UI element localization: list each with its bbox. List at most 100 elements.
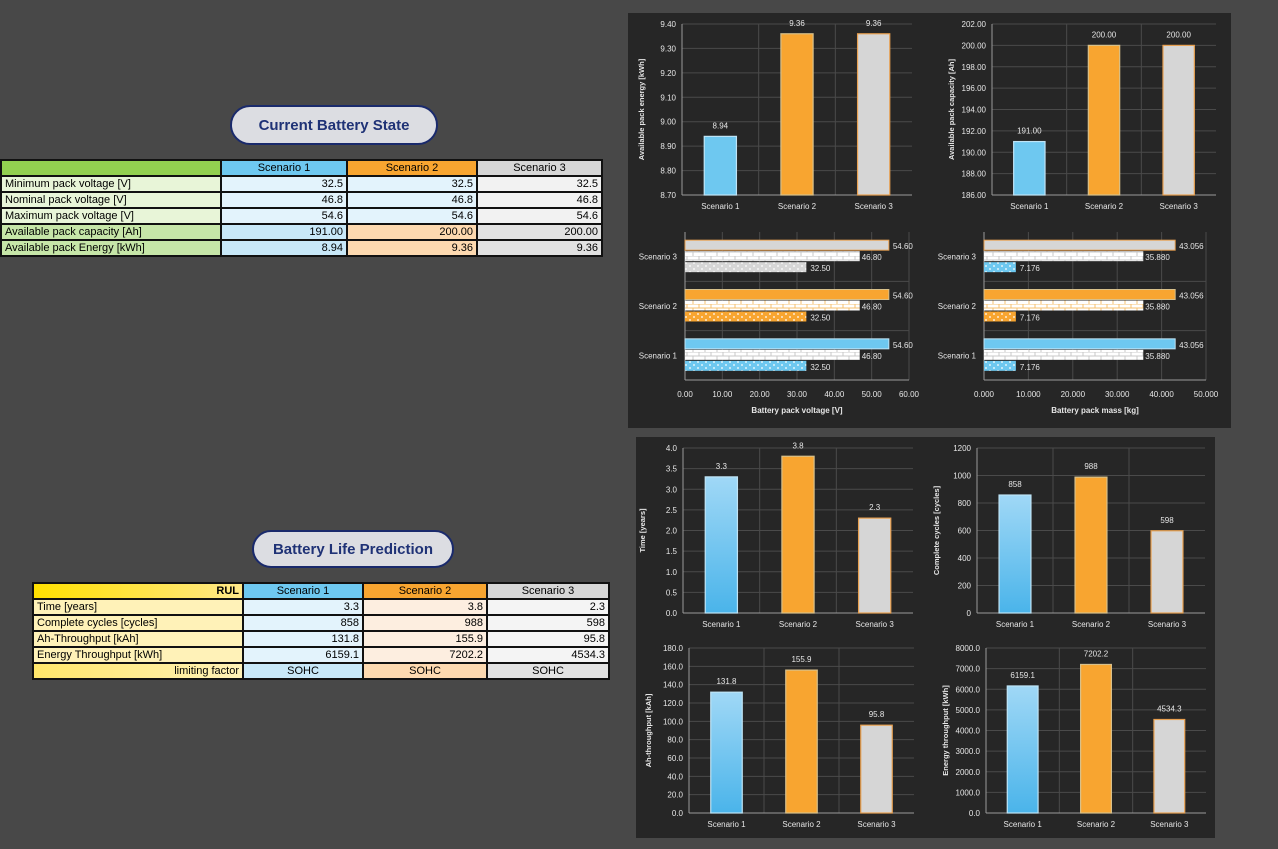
y-tick-label: 202.00 bbox=[962, 20, 987, 29]
x-tick-label: 60.00 bbox=[899, 390, 920, 399]
y-tick-label: Scenario 1 bbox=[639, 351, 678, 360]
data-label: 4534.3 bbox=[1157, 704, 1182, 713]
bar-mass-other-3 bbox=[984, 262, 1016, 273]
bar-voltage-maximum-2 bbox=[684, 289, 890, 300]
cell: 7202.2 bbox=[362, 646, 488, 664]
y-tick-label: 8000.0 bbox=[956, 644, 981, 653]
y-tick-label: 188.00 bbox=[962, 170, 987, 179]
data-label: 35.880 bbox=[1145, 303, 1170, 312]
data-label: 155.9 bbox=[791, 655, 812, 664]
y-tick-label: 1200 bbox=[953, 444, 971, 453]
y-tick-label: 192.00 bbox=[962, 127, 987, 136]
bar-mass-cells-3 bbox=[984, 251, 1144, 262]
current-state-title-text: Current Battery State bbox=[258, 116, 410, 134]
y-tick-label: 194.00 bbox=[962, 106, 987, 115]
y-tick-label: 3.5 bbox=[666, 465, 678, 474]
table-row: Energy Throughput [kWh] 6159.1 7202.2 45… bbox=[32, 646, 610, 664]
x-tick-label: Scenario 1 bbox=[702, 620, 741, 629]
x-tick-label: 20.000 bbox=[1061, 390, 1086, 399]
y-tick-label: 120.0 bbox=[663, 699, 684, 708]
cell: 155.9 bbox=[362, 630, 488, 648]
data-label: 32.50 bbox=[810, 363, 831, 372]
bar-cycles-1 bbox=[998, 494, 1032, 614]
x-tick-label: Scenario 3 bbox=[856, 620, 895, 629]
data-label: 54.60 bbox=[893, 292, 914, 301]
bar-energythr-1 bbox=[1006, 685, 1039, 814]
y-tick-label: 0.0 bbox=[666, 609, 678, 618]
y-tick-label: 6000.0 bbox=[956, 685, 981, 694]
y-axis-title: Available pack energy [kWh] bbox=[637, 58, 646, 160]
y-tick-label: 200.00 bbox=[962, 41, 987, 50]
y-tick-label: 5000.0 bbox=[956, 706, 981, 715]
x-axis-title: Battery pack voltage [V] bbox=[751, 406, 842, 415]
y-axis-title: Available pack capacity [Ah] bbox=[947, 58, 956, 160]
bar-voltage-minimum-1 bbox=[685, 360, 807, 371]
y-tick-label: 3.0 bbox=[666, 485, 678, 494]
cell: 191.00 bbox=[220, 223, 348, 241]
y-tick-label: Scenario 3 bbox=[938, 253, 977, 262]
cell: 9.36 bbox=[476, 239, 603, 257]
header-scenario-2: Scenario 2 bbox=[362, 582, 488, 600]
bar-energy-1 bbox=[703, 135, 738, 196]
x-tick-label: Scenario 3 bbox=[855, 202, 894, 211]
x-tick-label: 10.000 bbox=[1016, 390, 1041, 399]
y-tick-label: 9.00 bbox=[660, 118, 676, 127]
y-tick-label: 9.10 bbox=[660, 93, 676, 102]
bar-energy-2 bbox=[780, 33, 814, 196]
y-tick-label: 140.0 bbox=[663, 681, 684, 690]
data-label: 35.880 bbox=[1145, 352, 1170, 361]
row-label: Maximum pack voltage [V] bbox=[0, 207, 222, 225]
row-label: Complete cycles [cycles] bbox=[32, 614, 244, 632]
row-label: Available pack capacity [Ah] bbox=[0, 223, 222, 241]
y-tick-label: 20.0 bbox=[667, 791, 683, 800]
table-row: Maximum pack voltage [V] 54.6 54.6 54.6 bbox=[0, 207, 603, 225]
cell: SOHC bbox=[242, 662, 364, 680]
data-label: 7.176 bbox=[1020, 363, 1041, 372]
x-tick-label: Scenario 1 bbox=[707, 820, 746, 829]
data-label: 8.94 bbox=[713, 121, 729, 130]
y-tick-label: 9.20 bbox=[660, 69, 676, 78]
data-label: 7.176 bbox=[1020, 264, 1041, 273]
y-tick-label: 0.5 bbox=[666, 588, 678, 597]
cell: SOHC bbox=[362, 662, 488, 680]
x-tick-label: Scenario 1 bbox=[1010, 202, 1049, 211]
bar-mass-total-3 bbox=[983, 239, 1176, 251]
data-label: 191.00 bbox=[1017, 127, 1042, 136]
table-footer-row: limiting factor SOHC SOHC SOHC bbox=[32, 662, 610, 680]
cell: 54.6 bbox=[220, 207, 348, 225]
current-state-table: Scenario 1 Scenario 2 Scenario 3 Minimum… bbox=[0, 159, 603, 257]
y-tick-label: 0.0 bbox=[969, 809, 981, 818]
cell: 46.8 bbox=[220, 191, 348, 209]
y-tick-label: 8.70 bbox=[660, 191, 676, 200]
x-tick-label: 10.00 bbox=[712, 390, 733, 399]
y-tick-label: 9.40 bbox=[660, 20, 676, 29]
footer-label: limiting factor bbox=[32, 662, 244, 680]
cell: 46.8 bbox=[346, 191, 478, 209]
cell: 200.00 bbox=[346, 223, 478, 241]
data-label: 43.056 bbox=[1179, 242, 1204, 251]
data-label: 35.880 bbox=[1145, 253, 1170, 262]
table-row: Time [years] 3.3 3.8 2.3 bbox=[32, 598, 610, 616]
y-tick-label: 190.00 bbox=[962, 148, 987, 157]
header-scenario-3: Scenario 3 bbox=[476, 159, 603, 177]
bar-time-1 bbox=[704, 476, 739, 614]
table-row: Available pack capacity [Ah] 191.00 200.… bbox=[0, 223, 603, 241]
x-tick-label: Scenario 2 bbox=[1077, 820, 1116, 829]
bar-voltage-minimum-2 bbox=[685, 311, 807, 322]
bar-energythr-3 bbox=[1153, 718, 1186, 814]
y-tick-label: Scenario 2 bbox=[639, 302, 678, 311]
cell: SOHC bbox=[486, 662, 610, 680]
y-tick-label: 4000.0 bbox=[956, 727, 981, 736]
y-tick-label: 1.0 bbox=[666, 568, 678, 577]
cell: 131.8 bbox=[242, 630, 364, 648]
bar-ah-3 bbox=[860, 724, 893, 814]
y-tick-label: 2.5 bbox=[666, 506, 678, 515]
y-tick-label: 7000.0 bbox=[956, 665, 981, 674]
header-scenario-2: Scenario 2 bbox=[346, 159, 478, 177]
header-rul: RUL bbox=[32, 582, 244, 600]
data-label: 46.80 bbox=[862, 253, 883, 262]
x-tick-label: 0.00 bbox=[677, 390, 693, 399]
data-label: 6159.1 bbox=[1010, 671, 1035, 680]
bar-cycles-3 bbox=[1150, 530, 1184, 614]
y-tick-label: Scenario 2 bbox=[938, 302, 977, 311]
